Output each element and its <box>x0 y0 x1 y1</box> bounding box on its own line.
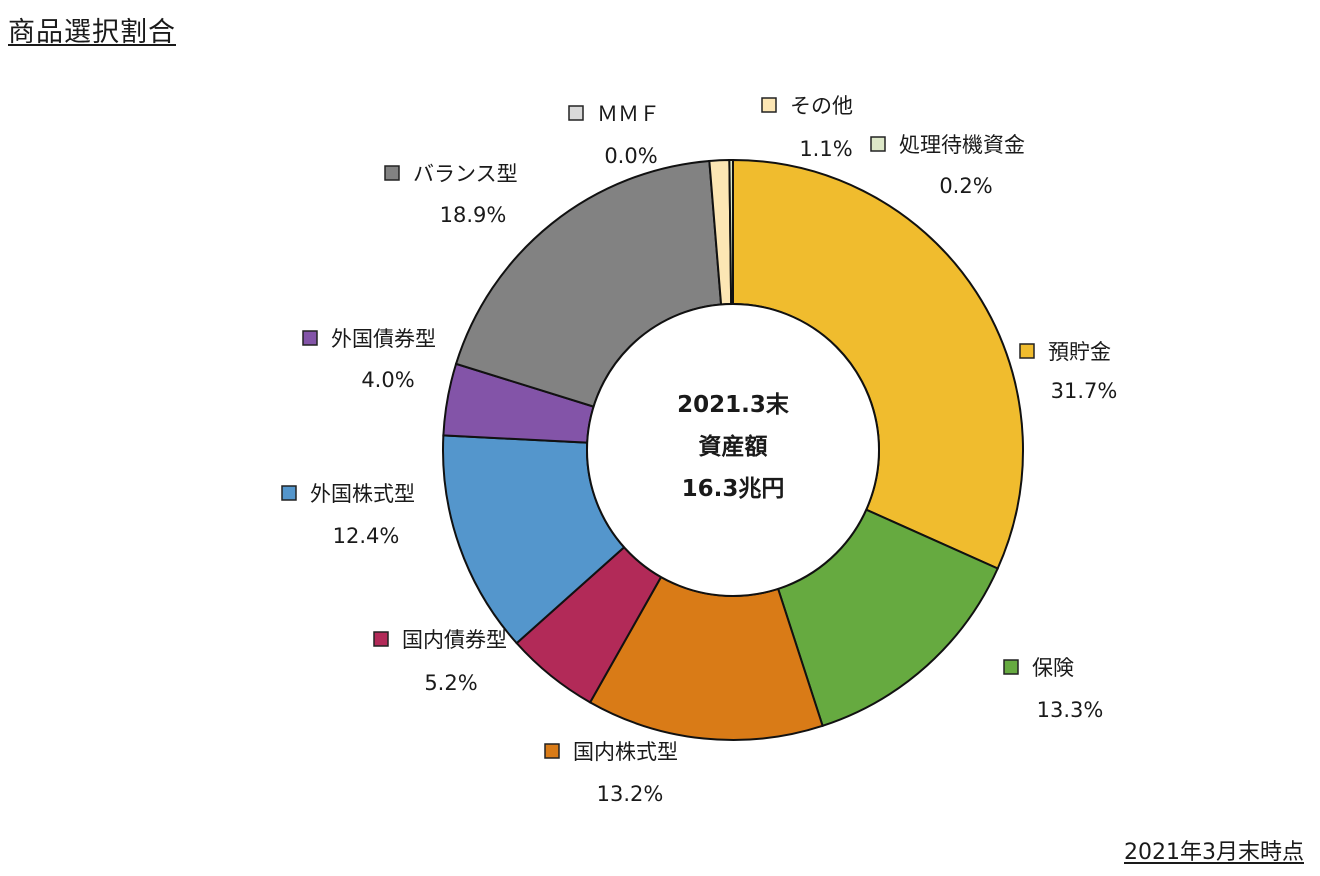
data-label-pct-7: 0.0% <box>604 144 657 168</box>
data-label-pct-6: 18.9% <box>440 203 507 227</box>
legend-group: 預貯金 31.7% 保険 13.3% 国内株式型 13.2% 国内債券型 5.2% 外国株式型 1… <box>281 94 1118 806</box>
legend-label-7: ＭＭＦ <box>597 102 660 126</box>
data-label-pct-0: 31.7% <box>1051 379 1118 403</box>
data-label-pct-1: 13.3% <box>1037 698 1104 722</box>
center-text-line-2: 16.3兆円 <box>682 476 785 502</box>
legend-swatch-6 <box>384 165 400 181</box>
legend-label-5: 外国債券型 <box>331 327 436 351</box>
data-label-pct-8: 1.1% <box>799 137 852 161</box>
center-text-line-0: 2021.3末 <box>677 392 790 418</box>
legend-label-9: 処理待機資金 <box>899 133 1025 157</box>
legend-label-6: バランス型 <box>413 162 518 186</box>
slices-group <box>442 158 1024 741</box>
legend-label-3: 国内債券型 <box>402 628 507 652</box>
center-text-line-1: 資産額 <box>699 433 768 460</box>
legend-swatch-8 <box>761 97 777 113</box>
legend-label-1: 保険 <box>1032 656 1074 680</box>
donut-slice-9 <box>728 158 734 306</box>
data-label-pct-9: 0.2% <box>939 174 992 198</box>
legend-swatch-2 <box>544 743 560 759</box>
legend-swatch-0 <box>1019 343 1035 359</box>
legend-swatch-3 <box>373 631 389 647</box>
data-label-pct-4: 12.4% <box>333 524 400 548</box>
legend-label-2: 国内株式型 <box>573 740 678 764</box>
legend-swatch-4 <box>281 485 297 501</box>
legend-swatch-5 <box>302 330 318 346</box>
data-label-pct-2: 13.2% <box>597 782 664 806</box>
data-label-pct-3: 5.2% <box>424 671 477 695</box>
legend-swatch-9 <box>870 136 886 152</box>
as-of-date: 2021年3月末時点 <box>1124 840 1304 865</box>
legend-swatch-1 <box>1003 659 1019 675</box>
legend-label-4: 外国株式型 <box>310 482 415 506</box>
donut-hole <box>586 303 880 597</box>
legend-label-0: 預貯金 <box>1048 340 1111 364</box>
page-title: 商品選択割合 <box>8 17 176 48</box>
legend-swatch-7 <box>568 105 584 121</box>
legend-label-8: その他 <box>790 94 853 118</box>
data-label-pct-5: 4.0% <box>361 368 414 392</box>
